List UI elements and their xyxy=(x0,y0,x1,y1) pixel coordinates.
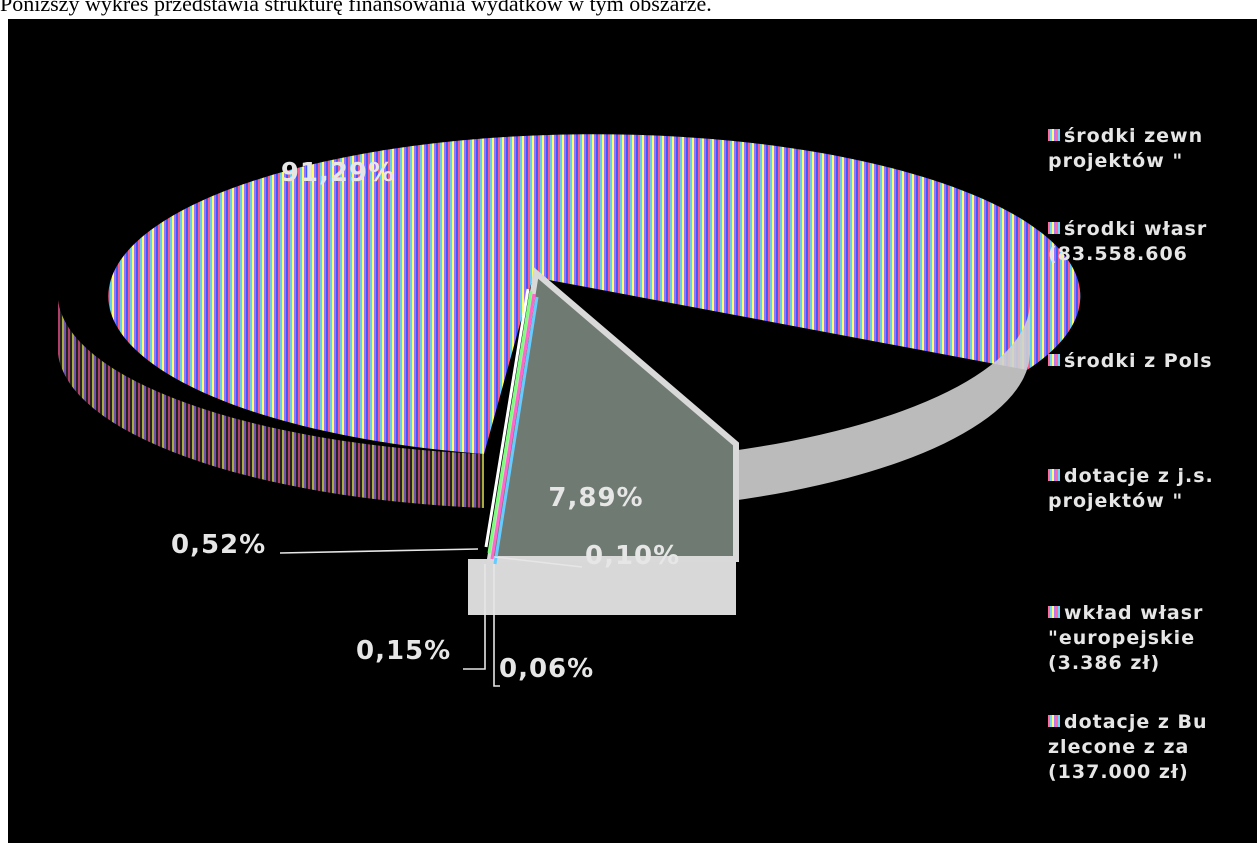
legend-text: dotacje z j.s. xyxy=(1048,464,1214,489)
leader-line-5 xyxy=(279,548,479,554)
legend-swatch xyxy=(1048,715,1060,727)
legend-text: wkład własr xyxy=(1048,601,1203,626)
legend-text: dotacje z Bu xyxy=(1048,710,1208,735)
pie-slice-2 xyxy=(484,288,530,548)
data-label-3: 0,06% xyxy=(499,654,594,684)
legend-text: projektów " xyxy=(1048,490,1184,512)
legend-item-1: środki własr (83.558.606 xyxy=(1048,217,1207,267)
data-label-0: 91,29% xyxy=(281,158,395,188)
legend-text: (137.000 zł) xyxy=(1048,761,1189,783)
legend-swatch xyxy=(1048,606,1060,618)
data-label-4: 0,15% xyxy=(356,636,451,666)
pie-slice-1 xyxy=(486,267,739,562)
data-label-1: 7,89% xyxy=(548,483,643,513)
legend-text: środki z Pols xyxy=(1048,349,1213,374)
pie-chart: 91,29% 7,89% 0,10% 0,06% 0,15% 0,52% xyxy=(58,134,1081,687)
chart-caption: Poniższy wykres przedstawia strukturę fi… xyxy=(0,0,712,16)
pie-slice-side-large xyxy=(58,300,484,508)
legend-text: "europejskie xyxy=(1048,627,1196,649)
pie-slice-3 xyxy=(487,290,533,554)
legend-text: (3.386 zł) xyxy=(1048,652,1161,674)
legend-swatch xyxy=(1048,469,1060,481)
legend-item-3: dotacje z j.s. projektów " xyxy=(1048,464,1214,514)
leader-line-4 xyxy=(463,564,486,670)
leader-line-3 xyxy=(493,564,500,687)
legend-text: (83.558.606 xyxy=(1048,243,1188,265)
legend-item-4: wkład własr "europejskie (3.386 zł) xyxy=(1048,601,1203,676)
data-label-5: 0,52% xyxy=(171,530,266,560)
pie-slice-5 xyxy=(493,296,539,565)
legend-item-5: dotacje z Bu zlecone z za (137.000 zł) xyxy=(1048,710,1208,785)
leader-line-2 xyxy=(494,556,583,568)
legend-text: zlecone z za xyxy=(1048,736,1190,758)
legend-swatch xyxy=(1048,354,1060,366)
pie-slice-0 xyxy=(108,134,1081,455)
legend-swatch xyxy=(1048,129,1060,141)
legend-text: środki własr xyxy=(1048,217,1207,242)
legend-swatch xyxy=(1048,222,1060,234)
pie-slice-4 xyxy=(490,293,536,560)
legend-item-0: środki zewn projektów " xyxy=(1048,124,1203,174)
legend-text: środki zewn xyxy=(1048,124,1203,149)
legend-item-2: środki z Pols xyxy=(1048,349,1213,374)
pie-slice-1-side xyxy=(468,559,736,615)
pie-rim-right xyxy=(724,300,1031,502)
legend-text: projektów " xyxy=(1048,150,1184,172)
data-label-2: 0,10% xyxy=(585,541,680,571)
chart-area: 91,29% 7,89% 0,10% 0,06% 0,15% 0,52% środki z… xyxy=(8,19,1257,843)
